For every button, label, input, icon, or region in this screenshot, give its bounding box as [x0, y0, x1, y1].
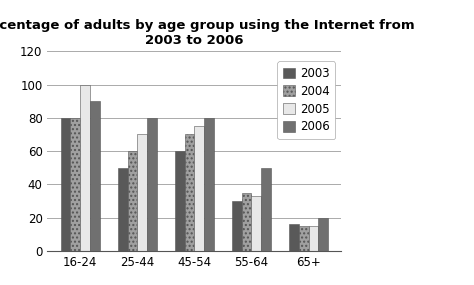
- Bar: [147, 118, 157, 251]
- Bar: [242, 193, 251, 251]
- Bar: [137, 135, 147, 251]
- Bar: [299, 226, 309, 251]
- Bar: [175, 151, 185, 251]
- Bar: [118, 168, 128, 251]
- Bar: [251, 196, 261, 251]
- Bar: [289, 224, 299, 251]
- Bar: [232, 201, 242, 251]
- Bar: [318, 217, 328, 251]
- Bar: [185, 135, 194, 251]
- Bar: [61, 118, 71, 251]
- Bar: [80, 85, 90, 251]
- Bar: [128, 151, 137, 251]
- Bar: [309, 226, 318, 251]
- Bar: [90, 101, 100, 251]
- Legend: 2003, 2004, 2005, 2006: 2003, 2004, 2005, 2006: [277, 61, 336, 139]
- Bar: [194, 126, 204, 251]
- Bar: [71, 118, 80, 251]
- Bar: [204, 118, 214, 251]
- Bar: [261, 168, 271, 251]
- Title: Percentage of adults by age group using the Internet from
2003 to 2006: Percentage of adults by age group using …: [0, 19, 415, 47]
